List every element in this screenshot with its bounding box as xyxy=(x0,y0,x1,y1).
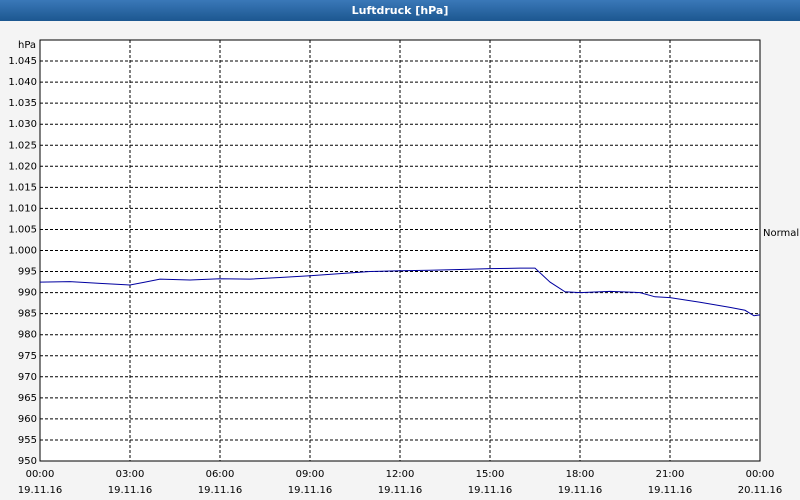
data-line xyxy=(39,267,761,317)
x-tick-label: 15:00 xyxy=(476,469,505,480)
y-tick-label: 1.010 xyxy=(8,203,37,214)
y-tick-label: 995 xyxy=(18,267,37,278)
x-tick-label: 18:00 xyxy=(566,469,595,480)
x-tick-label: 19.11.16 xyxy=(378,485,423,496)
x-tick-label: 09:00 xyxy=(296,469,325,480)
x-tick-label: 06:00 xyxy=(206,469,235,480)
y-tick-label: 970 xyxy=(18,372,37,383)
y-tick-label: 960 xyxy=(18,414,37,425)
y-tick-label: 1.015 xyxy=(8,182,37,193)
x-tick-label: 19.11.16 xyxy=(18,485,63,496)
y-tick-label: 950 xyxy=(18,456,37,467)
x-tick-label: 19.11.16 xyxy=(648,485,693,496)
y-axis-unit: hPa xyxy=(18,40,36,51)
y-tick-label: 1.005 xyxy=(8,224,37,235)
y-tick-label: 1.000 xyxy=(8,246,37,257)
x-tick-label: 20.11.16 xyxy=(738,485,783,496)
y-tick-label: 1.035 xyxy=(8,98,37,109)
x-tick-label: 00:00 xyxy=(746,469,775,480)
y-tick-label: 1.030 xyxy=(8,119,37,130)
x-tick-label: 19.11.16 xyxy=(468,485,513,496)
x-tick-label: 21:00 xyxy=(656,469,685,480)
x-tick-label: 19.11.16 xyxy=(558,485,603,496)
title-bar xyxy=(0,0,800,21)
y-tick-label: 975 xyxy=(18,351,37,362)
y-tick-label: 1.025 xyxy=(8,140,37,151)
x-tick-label: 03:00 xyxy=(116,469,145,480)
y-tick-label: 980 xyxy=(18,330,37,341)
x-tick-label: 19.11.16 xyxy=(288,485,333,496)
y-tick-label: 990 xyxy=(18,288,37,299)
y-tick-label: 1.020 xyxy=(8,161,37,172)
x-tick-label: 00:00 xyxy=(26,469,55,480)
y-tick-label: 1.045 xyxy=(8,56,37,67)
x-tick-label: 12:00 xyxy=(386,469,415,480)
y-tick-label: 1.040 xyxy=(8,77,37,88)
y-tick-label: 955 xyxy=(18,435,37,446)
x-tick-label: 19.11.16 xyxy=(198,485,243,496)
x-tick-label: 19.11.16 xyxy=(108,485,153,496)
y-tick-label: 985 xyxy=(18,309,37,320)
annotation: Normal xyxy=(763,228,799,239)
chart-title: Luftdruck [hPa] xyxy=(352,4,449,17)
y-tick-label: 965 xyxy=(18,393,37,404)
